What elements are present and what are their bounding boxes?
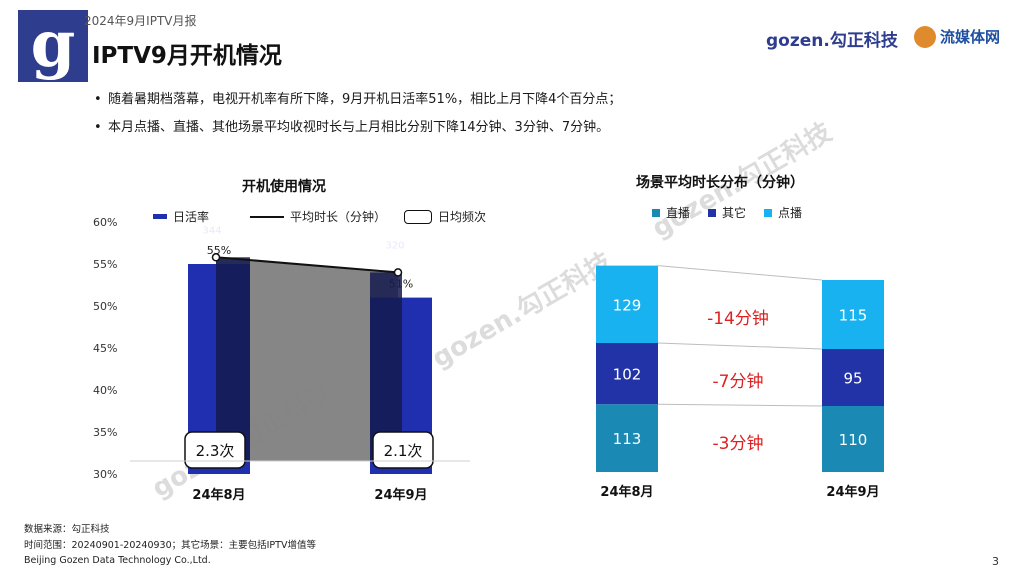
y-tick-label: 50% xyxy=(93,300,117,313)
x-tick-label: 24年9月 xyxy=(826,484,879,500)
stacked-segment xyxy=(596,343,658,405)
segment-value: 102 xyxy=(613,366,642,384)
legend-dau-swatch xyxy=(153,214,167,219)
segment-value: 110 xyxy=(839,431,868,449)
segment-value: 129 xyxy=(613,296,642,314)
y-tick-label: 45% xyxy=(93,342,117,355)
segment-value: 113 xyxy=(613,430,642,448)
stacked-segment xyxy=(822,349,884,406)
y-tick-label: 30% xyxy=(93,468,117,481)
stacked-segment xyxy=(822,406,884,472)
chart-title-usage: 开机使用情况 xyxy=(242,179,326,195)
lmt-brand-logo: 流媒体网 xyxy=(940,28,1001,46)
frequency-label: 2.3次 xyxy=(196,442,235,460)
y-tick-label: 55% xyxy=(93,258,117,271)
frequency-label: 2.1次 xyxy=(384,442,423,460)
duration-overlap xyxy=(216,257,250,461)
connector-line xyxy=(657,342,823,350)
usage-chart: 60%55%50%45%40%35%30%55%51%3443202.3次2.1… xyxy=(93,216,470,503)
scene-duration-chart: 113 102 129 110 95 115 -14分钟 -7分钟 -3分钟 24年8月 24年9月 xyxy=(596,265,884,500)
frequency-box xyxy=(184,431,246,469)
segment-value: 115 xyxy=(839,307,868,325)
footer-range: 时间范围：20240901-20240930；其它场景：主要包括IPTV增值等 xyxy=(24,540,316,551)
legend-avg-duration: 平均时长（分钟） xyxy=(250,208,386,225)
legend-other-swatch xyxy=(708,208,716,217)
x-tick-label: 24年9月 xyxy=(374,487,427,503)
connector-line xyxy=(657,265,823,281)
y-tick-label: 60% xyxy=(93,216,117,229)
gozen-brand-logo: gozen.勾正科技 xyxy=(766,31,898,51)
change-label: -7分钟 xyxy=(713,372,764,392)
chart-title-scene: 场景平均时长分布（分钟） xyxy=(636,175,804,191)
lmt-logo-icon xyxy=(914,26,936,48)
legend-dau: 日活率 xyxy=(153,208,209,225)
stacked-segment xyxy=(596,265,658,343)
footer-source: 数据来源：勾正科技 xyxy=(24,524,110,535)
bullet-item: • 本月点播、直播、其他场景平均收视时长与上月相比分别下降14分钟、3分钟、7分钟… xyxy=(94,120,610,135)
x-tick-label: 24年8月 xyxy=(192,487,245,503)
duration-line xyxy=(215,256,399,274)
legend-other: 其它 xyxy=(708,204,746,221)
segment-value: 95 xyxy=(843,370,862,388)
report-label: 2024年9月IPTV月报 xyxy=(84,14,197,28)
duration-label: 320 xyxy=(385,240,404,251)
duration-point xyxy=(211,253,221,262)
duration-overlap xyxy=(370,272,402,461)
change-label: -14分钟 xyxy=(707,309,769,329)
duration-label: 344 xyxy=(202,225,221,236)
legend-line-swatch xyxy=(250,215,284,218)
y-tick-label: 40% xyxy=(93,384,117,397)
dau-bar-label: 55% xyxy=(207,244,231,257)
page-title: IPTV9月开机情况 xyxy=(92,43,282,69)
frequency-box xyxy=(372,431,434,469)
duration-point xyxy=(393,268,403,277)
stacked-segment xyxy=(822,280,884,349)
legend-box-swatch xyxy=(404,209,432,224)
legend-vod-swatch xyxy=(764,208,772,217)
connector-line xyxy=(657,403,823,407)
legend-live: 直播 xyxy=(652,204,690,221)
x-tick-label: 24年8月 xyxy=(600,484,653,500)
page-number: 3 xyxy=(992,555,999,568)
legend-vod: 点播 xyxy=(764,204,802,221)
change-label: -3分钟 xyxy=(713,434,764,454)
y-tick-label: 35% xyxy=(93,426,117,439)
legend-live-swatch xyxy=(652,208,660,217)
footer-company: Beijing Gozen Data Technology Co.,Ltd. xyxy=(24,555,211,566)
duration-area xyxy=(216,257,398,461)
bullet-item: • 随着暑期档落幕，电视开机率有所下降，9月开机日活率51%，相比上月下降4个百分… xyxy=(94,92,622,107)
gozen-logo-icon: g xyxy=(18,10,88,82)
legend-frequency: 日均频次 xyxy=(404,208,486,225)
stacked-segment xyxy=(596,404,658,472)
